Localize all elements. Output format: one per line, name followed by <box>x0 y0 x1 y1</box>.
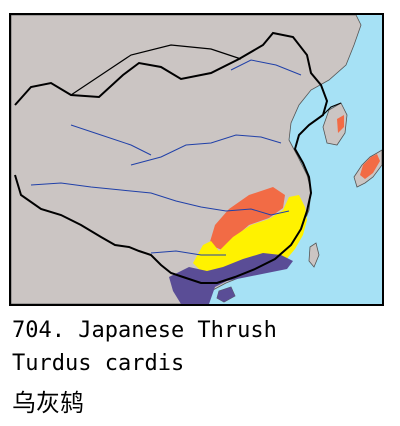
range-winter-hainan <box>217 287 235 302</box>
river-upper <box>70 124 152 156</box>
landmass-korea <box>322 102 348 146</box>
range-summer-korea <box>337 115 344 133</box>
river-xi <box>150 250 226 256</box>
species-latin-name: Turdus cardis <box>12 351 185 376</box>
river-west <box>30 182 122 191</box>
mongolia-border <box>70 44 242 96</box>
range-map-canvas <box>11 15 382 304</box>
range-map <box>9 13 384 306</box>
river-huang <box>130 134 282 166</box>
range-summer-japan <box>360 154 380 179</box>
china-border <box>14 31 329 284</box>
river-yangtze <box>120 189 290 216</box>
korea-border <box>322 102 342 116</box>
species-chinese-name: 乌灰鸫 <box>12 389 84 417</box>
landmass-taiwan <box>308 242 320 268</box>
rivers <box>30 59 302 256</box>
range-summer-breeding <box>209 187 285 251</box>
river-heilong <box>230 59 302 76</box>
species-title: 704. Japanese Thrush <box>12 318 277 343</box>
